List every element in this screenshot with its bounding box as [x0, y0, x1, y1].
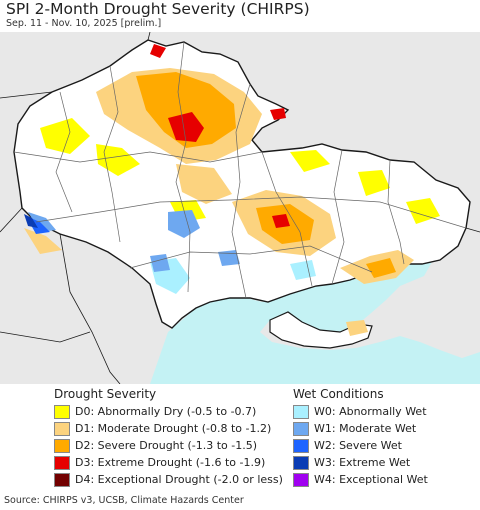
- legend-item-w3: W3: Extreme Wet: [293, 454, 428, 471]
- wet-w3-areas: [24, 214, 38, 228]
- legend-swatch-d0: [54, 404, 70, 419]
- legend-item-d1: D1: Moderate Drought (-0.8 to -1.2): [54, 420, 283, 437]
- oblast-boundaries: [13, 41, 467, 299]
- legend-label-w3: W3: Extreme Wet: [314, 456, 411, 469]
- legend-swatch-d4: [54, 472, 70, 487]
- legend-label-d2: D2: Severe Drought (-1.3 to -1.5): [75, 439, 258, 452]
- legend-swatch-w1: [293, 421, 309, 436]
- black-sea: [150, 254, 480, 384]
- legend-swatch-w0: [293, 404, 309, 419]
- source-credit: Source: CHIRPS v3, UCSB, Climate Hazards…: [4, 495, 244, 506]
- legend-label-w4: W4: Exceptional Wet: [314, 473, 428, 486]
- country-borders: [0, 32, 480, 384]
- legend-label-d3: D3: Extreme Drought (-1.6 to -1.9): [75, 456, 266, 469]
- drought-legend-heading: Drought Severity: [54, 387, 157, 401]
- crimea: [269, 311, 373, 349]
- legend-item-d0: D0: Abnormally Dry (-0.5 to -0.7): [54, 403, 283, 420]
- legend-item-d2: D2: Severe Drought (-1.3 to -1.5): [54, 437, 283, 454]
- legend-label-d1: D1: Moderate Drought (-0.8 to -1.2): [75, 422, 272, 435]
- drought-d3-areas: [150, 44, 290, 228]
- legend-item-w2: W2: Severe Wet: [293, 437, 428, 454]
- legend-swatch-d1: [54, 421, 70, 436]
- legend: Drought Severity D0: Abnormally Dry (-0.…: [0, 386, 480, 490]
- page-title: SPI 2-Month Drought Severity (CHIRPS): [6, 0, 310, 18]
- legend-swatch-d3: [54, 455, 70, 470]
- legend-label-d0: D0: Abnormally Dry (-0.5 to -0.7): [75, 405, 257, 418]
- wet-legend: Wet Conditions W0: Abnormally Wet W1: Mo…: [293, 386, 428, 488]
- legend-swatch-d2: [54, 438, 70, 453]
- legend-label-w1: W1: Moderate Wet: [314, 422, 417, 435]
- legend-label-w2: W2: Severe Wet: [314, 439, 402, 452]
- wet-w1-areas: [28, 210, 240, 272]
- legend-item-w4: W4: Exceptional Wet: [293, 471, 428, 488]
- legend-item-d4: D4: Exceptional Drought (-2.0 or less): [54, 471, 283, 488]
- legend-swatch-w2: [293, 438, 309, 453]
- legend-swatch-w4: [293, 472, 309, 487]
- drought-map: [0, 32, 480, 384]
- legend-label-d4: D4: Exceptional Drought (-2.0 or less): [75, 473, 283, 486]
- drought-legend: Drought Severity D0: Abnormally Dry (-0.…: [54, 386, 283, 488]
- legend-item-w0: W0: Abnormally Wet: [293, 403, 428, 420]
- legend-item-d3: D3: Extreme Drought (-1.6 to -1.9): [54, 454, 283, 471]
- date-range: Sep. 11 - Nov. 10, 2025 [prelim.]: [6, 18, 162, 29]
- legend-item-w1: W1: Moderate Wet: [293, 420, 428, 437]
- legend-swatch-w3: [293, 455, 309, 470]
- wet-legend-heading: Wet Conditions: [293, 387, 384, 401]
- legend-label-w0: W0: Abnormally Wet: [314, 405, 427, 418]
